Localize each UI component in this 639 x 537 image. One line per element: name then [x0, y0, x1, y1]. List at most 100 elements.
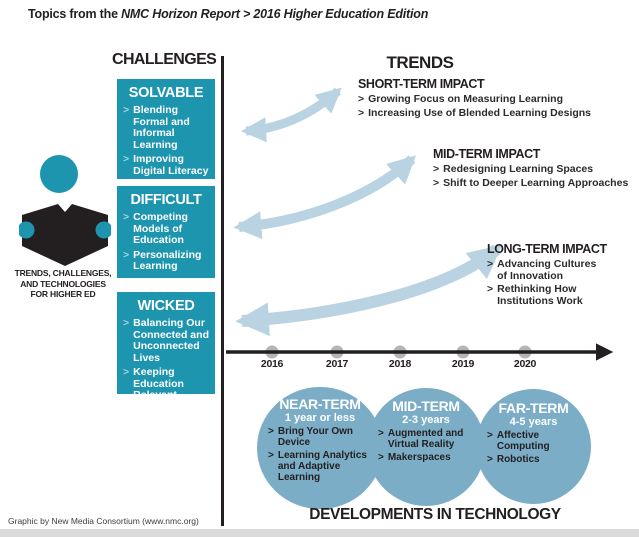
technology-item: > Affective Computing: [487, 430, 589, 452]
challenge-item-label: Personalizing Learning: [133, 248, 202, 272]
trend-item-label: Advancing Cultures of Innovation: [497, 258, 597, 282]
chevron-icon: >: [487, 454, 493, 465]
chevron-icon: >: [487, 258, 494, 270]
chevron-icon: >: [268, 426, 274, 437]
figure-caption-line: AND TECHNOLOGIES: [20, 278, 106, 289]
trend-item-label: Shift to Deeper Learning Approaches: [443, 176, 629, 189]
technology-item: > Bring Your Own Device: [268, 426, 381, 448]
timeline-dot-2018: [393, 345, 407, 359]
trend-group-mid-term: MID-TERM IMPACT > Redesigning Learning S…: [433, 147, 628, 191]
challenge-item: > Competing Models of Education: [123, 211, 209, 247]
timeline-dot-2016: [265, 345, 279, 359]
page-title: Topics from the NMC Horizon Report > 201…: [28, 7, 428, 21]
technology-circle-near-term: NEAR-TERM 1 year or less > Bring Your Ow…: [257, 387, 383, 509]
technology-item: > Augmented and Virtual Reality: [378, 428, 483, 450]
chevron-icon: >: [378, 452, 384, 463]
trend-item: > Increasing Use of Blended Learning Des…: [358, 106, 592, 120]
circle-subtitle: 4-5 years: [509, 416, 558, 428]
reader-icon-head: [40, 155, 78, 193]
challenge-box-wicked: WICKED > Balancing Our Connected and Unc…: [117, 292, 215, 401]
timeline-dot-2017: [330, 345, 344, 359]
challenge-item: > Personalizing Learning: [123, 248, 209, 273]
timeline-year-label: 2016: [260, 358, 284, 370]
challenge-item-label: Improving Digital Literacy: [133, 153, 209, 177]
reader-icon: [19, 204, 111, 266]
arrow-difficult-to-mid-term-icon: [233, 155, 417, 240]
reader-left-hand-icon: [19, 221, 35, 239]
circle-title: MID-TERM: [392, 398, 460, 414]
circle-title: NEAR-TERM: [279, 396, 361, 412]
technology-item-label: Augmented and Virtual Reality: [387, 428, 464, 450]
challenge-item: > Keeping Education Relevant: [123, 366, 209, 402]
technology-item: > Robotics: [487, 454, 589, 465]
arrow-solvable-to-short-term-icon: [240, 87, 342, 143]
chevron-icon: >: [487, 283, 494, 295]
technology-item-label: Bring Your Own Device: [277, 426, 354, 448]
trend-item-label: Growing Focus on Measuring Learning: [368, 93, 563, 105]
trend-item: > Rethinking How Institutions Work: [487, 283, 609, 307]
technology-circle-mid-term: MID-TERM 2-3 years > Augmented and Virtu…: [367, 388, 485, 506]
chevron-icon: >: [123, 104, 130, 116]
figure-caption: TRENDS, CHALLENGES, AND TECHNOLOGIES FOR…: [4, 268, 122, 300]
trend-group-title: SHORT-TERM IMPACT: [358, 77, 485, 91]
challenge-box-title: DIFFICULT: [130, 192, 202, 208]
chevron-icon: >: [378, 428, 384, 439]
figure-caption-line: TRENDS, CHALLENGES,: [14, 268, 112, 278]
trend-group-title: LONG-TERM IMPACT: [487, 242, 607, 256]
challenge-item: > Balancing Our Connected and Unconnecte…: [123, 317, 209, 364]
timeline-dot-2019: [456, 345, 470, 359]
technology-circle-far-term: FAR-TERM 4-5 years > Affective Computing…: [476, 389, 591, 504]
trend-item-label: Redesigning Learning Spaces: [443, 163, 594, 175]
chevron-icon: >: [358, 93, 365, 105]
page-title-report-name: NMC Horizon Report > 2016 Higher Educati…: [121, 7, 429, 21]
trend-item-label: Increasing Use of Blended Learning Desig…: [368, 106, 592, 119]
challenge-item-label: Keeping Education Relevant: [133, 366, 184, 401]
challenge-item-label: Blending Formal and Informal Learning: [133, 104, 190, 151]
challenge-item: > Improving Digital Literacy: [123, 153, 209, 177]
arrow-wicked-to-long-term-icon: [235, 244, 503, 337]
technology-item-label: Learning Analytics and Adaptive Learning: [277, 450, 367, 483]
graphic-credit: Graphic by New Media Consortium (www.nmc…: [8, 516, 199, 526]
technology-item-label: Makerspaces: [387, 452, 451, 463]
trend-group-title: MID-TERM IMPACT: [433, 147, 540, 161]
challenge-item: > Blending Formal and Informal Learning: [123, 104, 209, 151]
chevron-icon: >: [433, 163, 440, 175]
challenge-box-solvable: SOLVABLE > Blending Formal and Informal …: [117, 79, 215, 179]
technology-item-label: Robotics: [496, 454, 540, 465]
open-book-icon: [22, 204, 108, 266]
chevron-icon: >: [358, 106, 365, 119]
circle-subtitle: 1 year or less: [284, 412, 356, 424]
bottom-strip: [0, 529, 639, 537]
trend-group-long-term: LONG-TERM IMPACT > Advancing Cultures of…: [487, 242, 609, 309]
trend-item-label: Rethinking How Institutions Work: [497, 283, 583, 307]
circle-title: FAR-TERM: [498, 400, 569, 416]
reader-right-hand-icon: [95, 221, 111, 239]
section-divider-line: [221, 56, 224, 526]
technology-item: > Learning Analytics and Adaptive Learni…: [268, 450, 381, 483]
developments-header: DEVELOPMENTS IN TECHNOLOGY: [309, 506, 561, 523]
timeline-year-label: 2017: [325, 358, 349, 370]
challenge-item-label: Competing Models of Education: [133, 211, 188, 246]
circle-subtitle: 2-3 years: [402, 414, 450, 426]
chevron-icon: >: [123, 153, 130, 165]
challenge-box-difficult: DIFFICULT > Competing Models of Educatio…: [117, 186, 215, 278]
trends-header: TRENDS: [386, 53, 454, 72]
timeline-year-label: 2019: [451, 358, 475, 370]
challenges-header: CHALLENGES: [112, 51, 217, 68]
technology-item-label: Affective Computing: [496, 430, 550, 452]
technology-item: > Makerspaces: [378, 452, 483, 463]
trend-item: > Growing Focus on Measuring Learning: [358, 93, 591, 106]
chevron-icon: >: [433, 176, 440, 189]
chevron-icon: >: [487, 430, 493, 441]
trend-item: > Advancing Cultures of Innovation: [487, 258, 609, 282]
challenge-box-title: SOLVABLE: [128, 85, 204, 101]
figure-caption-line: FOR HIGHER ED: [30, 289, 96, 299]
timeline-year-label: 2018: [388, 358, 412, 370]
chevron-icon: >: [123, 366, 130, 378]
trend-item: > Shift to Deeper Learning Approaches: [433, 176, 629, 190]
challenge-box-title: WICKED: [137, 298, 195, 314]
trend-group-short-term: SHORT-TERM IMPACT > Growing Focus on Mea…: [358, 77, 591, 121]
page-title-prefix: Topics from the: [28, 7, 122, 21]
chevron-icon: >: [123, 317, 130, 329]
chevron-icon: >: [123, 211, 130, 223]
